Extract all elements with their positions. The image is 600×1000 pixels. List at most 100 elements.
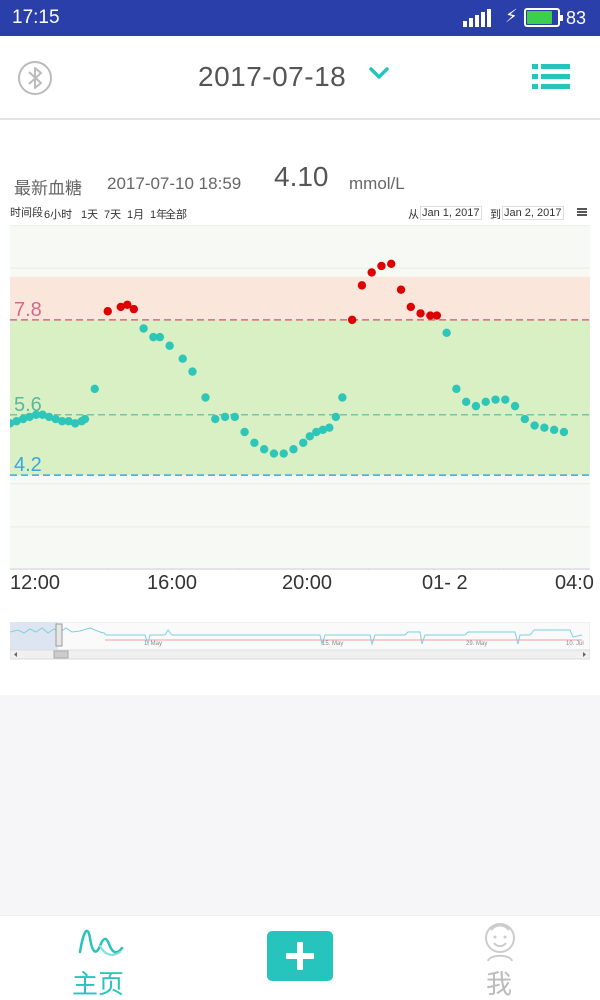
- data-point: [38, 410, 47, 419]
- data-point: [501, 395, 510, 404]
- data-point: [452, 384, 461, 394]
- data-point: [442, 328, 451, 338]
- data-point: [305, 432, 314, 441]
- latest-unit: mmol/L: [349, 174, 405, 193]
- glucose-wave-icon: [78, 929, 124, 956]
- status-bar: 17:15 ⚡ 83: [0, 0, 600, 36]
- data-point: [530, 421, 539, 430]
- data-point: [510, 401, 520, 411]
- data-point: [406, 302, 415, 312]
- data-point: [357, 281, 367, 290]
- data-point: [250, 438, 259, 447]
- data-point: [269, 449, 279, 458]
- data-point: [416, 309, 425, 318]
- data-point: [149, 332, 158, 342]
- x-label: 01- 2: [422, 572, 468, 594]
- date-title[interactable]: 2017-07-18: [198, 61, 347, 92]
- latest-label: 最新血糖: [14, 179, 82, 198]
- x-label: 20:00: [282, 572, 333, 594]
- data-point: [165, 341, 174, 350]
- data-point: [312, 427, 321, 437]
- range-option-1m[interactable]: 1月: [127, 209, 145, 221]
- data-point: [432, 311, 442, 320]
- data-point: [461, 397, 471, 407]
- latest-time: 2017-07-10 18:59: [107, 174, 242, 193]
- range-option-7d[interactable]: 7天: [104, 209, 122, 221]
- range-to-label: 到: [490, 209, 501, 221]
- data-point: [549, 425, 559, 435]
- navigator-label: 15. May: [322, 641, 343, 647]
- data-point: [211, 414, 220, 424]
- smiley-person-icon: [485, 923, 515, 962]
- range-option-6h[interactable]: 6小时: [44, 209, 73, 221]
- signal-icon: [463, 9, 495, 27]
- chart-navigator[interactable]: 1. May 15. May 29. May 10. Jul: [10, 622, 590, 660]
- data-point: [123, 300, 132, 309]
- data-point: [318, 425, 328, 435]
- data-point: [90, 384, 99, 394]
- data-point: [325, 423, 334, 432]
- data-point: [70, 419, 80, 428]
- data-point: [259, 445, 269, 454]
- data-point: [347, 315, 357, 325]
- data-point: [520, 414, 530, 424]
- x-axis-labels: 12:00 16:00 20:00 01- 2 04:0: [10, 570, 594, 600]
- range-to-date[interactable]: Jan 2, 2017: [502, 206, 564, 220]
- navigator-label: 10. Jul: [566, 641, 584, 647]
- latest-value: 4.10: [274, 161, 329, 192]
- data-point: [559, 427, 569, 437]
- nav-home-label: 主页: [72, 969, 125, 999]
- data-point: [240, 427, 249, 437]
- nav-me[interactable]: 我: [470, 916, 530, 1000]
- glucose-chart[interactable]: 7.8 5.6 4.2: [10, 225, 590, 570]
- bluetooth-icon[interactable]: [17, 60, 53, 96]
- data-point: [396, 285, 406, 294]
- list-menu-icon[interactable]: [532, 63, 570, 91]
- data-point: [540, 423, 549, 432]
- nav-home[interactable]: 主页: [60, 916, 140, 1000]
- data-point: [481, 397, 490, 407]
- data-point: [31, 410, 41, 419]
- data-point: [129, 304, 139, 314]
- data-point: [331, 412, 341, 422]
- data-point: [64, 417, 73, 426]
- data-point: [220, 412, 230, 422]
- data-point: [57, 417, 67, 426]
- data-point: [230, 412, 240, 422]
- chart-menu-icon[interactable]: [577, 208, 587, 217]
- data-point: [80, 414, 90, 424]
- data-point: [387, 259, 396, 269]
- data-point: [188, 367, 197, 376]
- threshold-label: 5.6: [14, 394, 42, 416]
- plus-icon: [286, 942, 314, 970]
- battery-percent: 83: [566, 8, 587, 28]
- range-option-1d[interactable]: 1天: [81, 209, 99, 221]
- data-point: [25, 412, 34, 422]
- data-point: [12, 417, 21, 426]
- header: 2017-07-18: [0, 36, 600, 120]
- add-record-button[interactable]: [267, 931, 333, 981]
- threshold-label: 4.2: [14, 454, 42, 476]
- high-band: [10, 276, 590, 320]
- battery-fill: [527, 11, 552, 24]
- data-point: [103, 307, 112, 316]
- chevron-down-icon[interactable]: [368, 66, 390, 82]
- range-option-all[interactable]: 全部: [165, 209, 187, 221]
- nav-me-label: 我: [486, 969, 513, 999]
- data-point: [279, 449, 288, 458]
- x-label: 04:0: [555, 572, 594, 594]
- range-selector: 时间段 6小时 1天 7天 1月 1年 全部 从 Jan 1, 2017 到 J…: [10, 204, 590, 222]
- x-label: 16:00: [147, 572, 198, 594]
- data-point: [116, 302, 125, 312]
- data-point: [289, 445, 298, 454]
- range-option-1y[interactable]: 1年: [150, 209, 168, 221]
- data-point: [377, 261, 386, 271]
- navigator-label: 1. May: [144, 641, 162, 647]
- battery-icon: [524, 8, 563, 27]
- navigator-label: 29. May: [466, 641, 487, 647]
- data-point: [51, 414, 60, 424]
- status-time: 17:15: [12, 7, 60, 28]
- threshold-label: 7.8: [14, 299, 42, 321]
- x-label: 12:00: [10, 572, 61, 594]
- range-from-date[interactable]: Jan 1, 2017: [420, 206, 482, 220]
